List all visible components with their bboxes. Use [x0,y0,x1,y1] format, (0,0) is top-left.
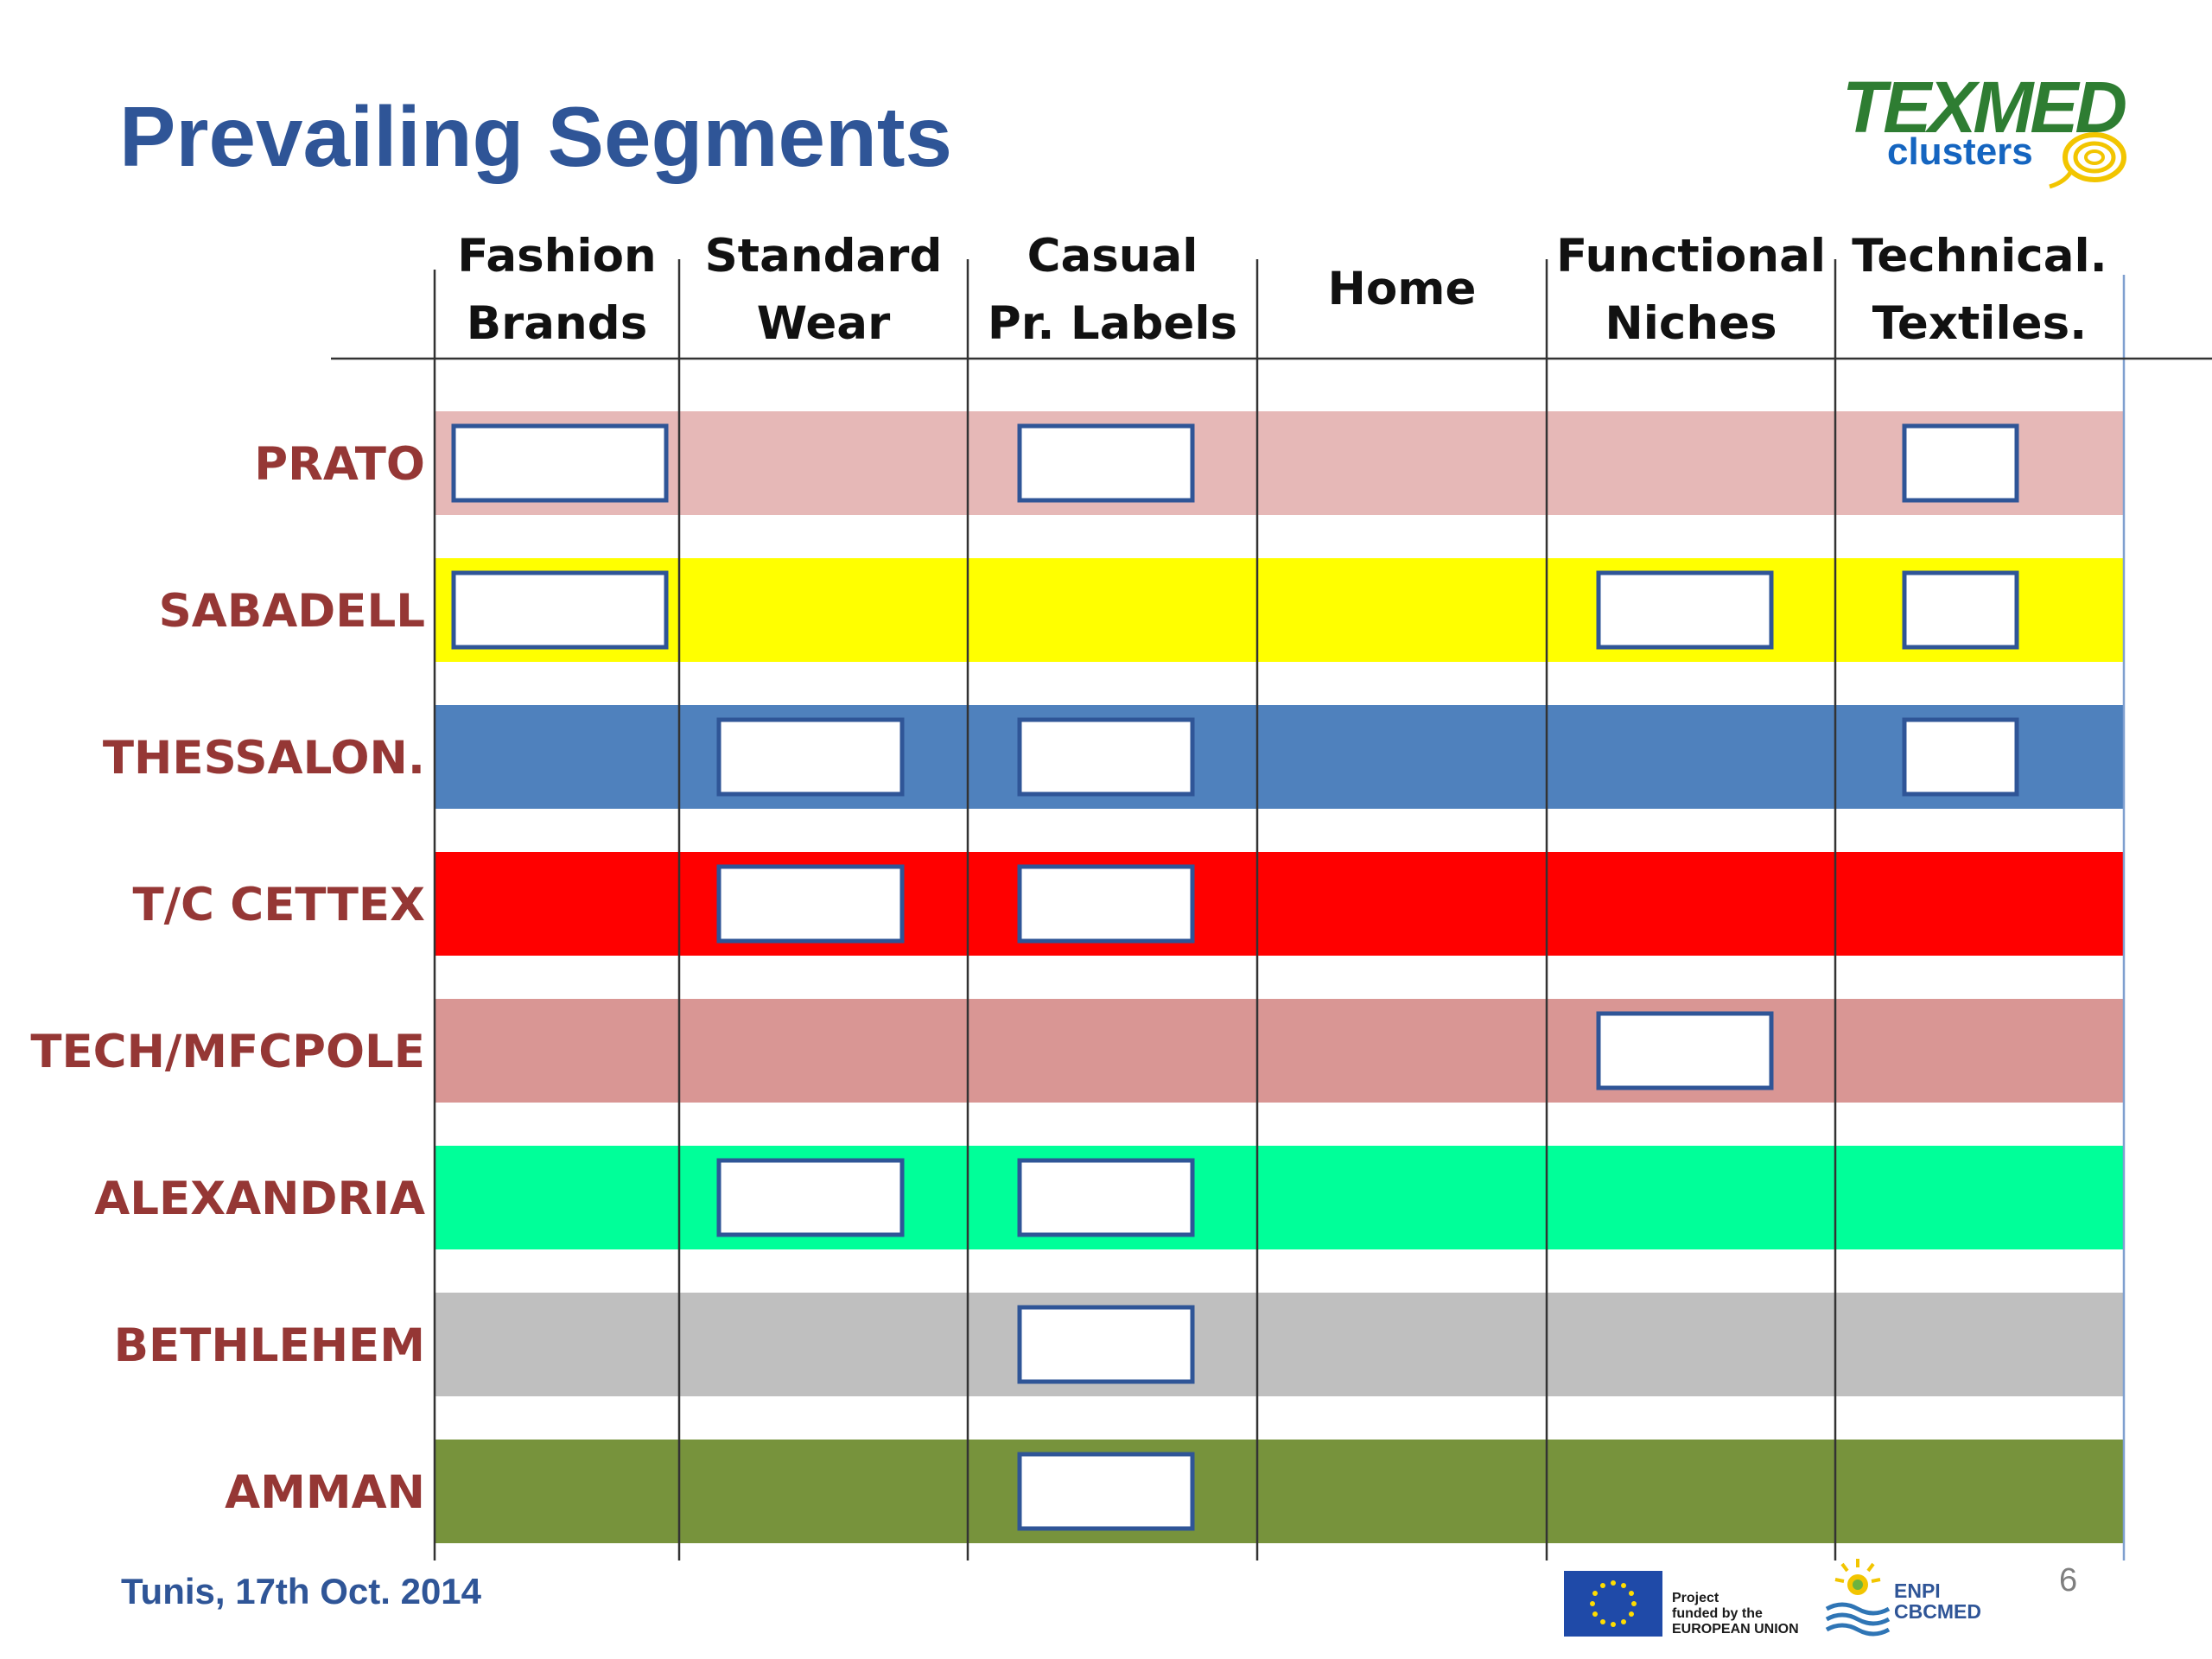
segment-marker-1-4 [1596,570,1774,650]
eu-text-line1: Project [1672,1591,1719,1605]
eu-flag-icon [1564,1571,1662,1637]
eu-text-line3: EUROPEAN UNION [1672,1622,1799,1637]
texmed-logo: TEXMED clusters [1842,71,2132,192]
enpi-sun-icon [1825,1559,1891,1637]
enpi-text-line2: CBCMED [1894,1600,1981,1623]
segment-marker-6-2 [1017,1305,1195,1384]
logo-subtitle: clusters [1887,130,2033,173]
column-header-5-line2: Textiles. [1872,297,2088,350]
column-header-3: Home [1328,263,1477,315]
eu-funding-badge: Project funded by the EUROPEAN UNION [1564,1571,1802,1640]
segment-marker-0-2 [1017,423,1195,503]
row-band-7 [435,1440,2124,1543]
column-header-2-line2: Pr. Labels [988,297,1237,350]
column-header-1-line2: Wear [757,297,890,350]
row-label-7: AMMAN [225,1466,425,1519]
yarn-swirl-icon [2049,132,2126,189]
logo-wordmark: TEXMED [1842,67,2127,148]
column-header-4-line2: Niches [1605,297,1777,350]
page-number: 6 [2059,1562,2078,1599]
segment-marker-5-1 [716,1158,905,1237]
segment-marker-2-1 [716,717,905,797]
segment-marker-2-5 [1902,717,2019,797]
row-label-1: SABADELL [159,585,425,638]
row-label-4: TECH/MFCPOLE [30,1026,425,1078]
row-band-4 [435,999,2124,1103]
row-label-6: BETHLEHEM [114,1319,425,1372]
row-band-2 [435,705,2124,809]
footer-date: Tunis, 17th Oct. 2014 [121,1571,482,1611]
row-band-6 [435,1293,2124,1396]
segment-marker-5-2 [1017,1158,1195,1237]
row-band-5 [435,1146,2124,1249]
column-header-0-line2: Brands [467,297,648,350]
enpi-text-line1: ENPI [1894,1580,1941,1602]
segment-marker-2-2 [1017,717,1195,797]
segment-marker-3-2 [1017,864,1195,944]
segment-marker-1-0 [451,570,669,650]
row-label-0: PRATO [254,438,425,491]
segment-marker-0-0 [451,423,669,503]
row-band-0 [435,411,2124,515]
row-label-3: T/C CETTEX [132,879,425,931]
segment-marker-7-2 [1017,1452,1195,1531]
row-band-1 [435,558,2124,662]
segment-marker-1-5 [1902,570,2019,650]
eu-stars-icon [1590,1580,1637,1627]
column-header-2-line1: Casual [1027,230,1198,283]
enpi-cbcmed-logo: ENPI CBCMED [1823,1552,1987,1642]
column-header-1-line1: Standard [705,230,943,283]
column-header-4-line1: Functional [1556,230,1826,283]
row-label-5: ALEXANDRIA [94,1173,425,1225]
column-header-0-line1: Fashion [457,230,656,283]
row-band-3 [435,852,2124,956]
eu-text-line2: funded by the [1672,1606,1763,1621]
column-header-5-line1: Technical. [1852,230,2107,283]
segment-marker-0-5 [1902,423,2019,503]
slide-title: Prevailing Segments [119,89,953,184]
segment-marker-4-4 [1596,1011,1774,1090]
row-label-2: THESSALON. [103,732,425,785]
segment-marker-3-1 [716,864,905,944]
